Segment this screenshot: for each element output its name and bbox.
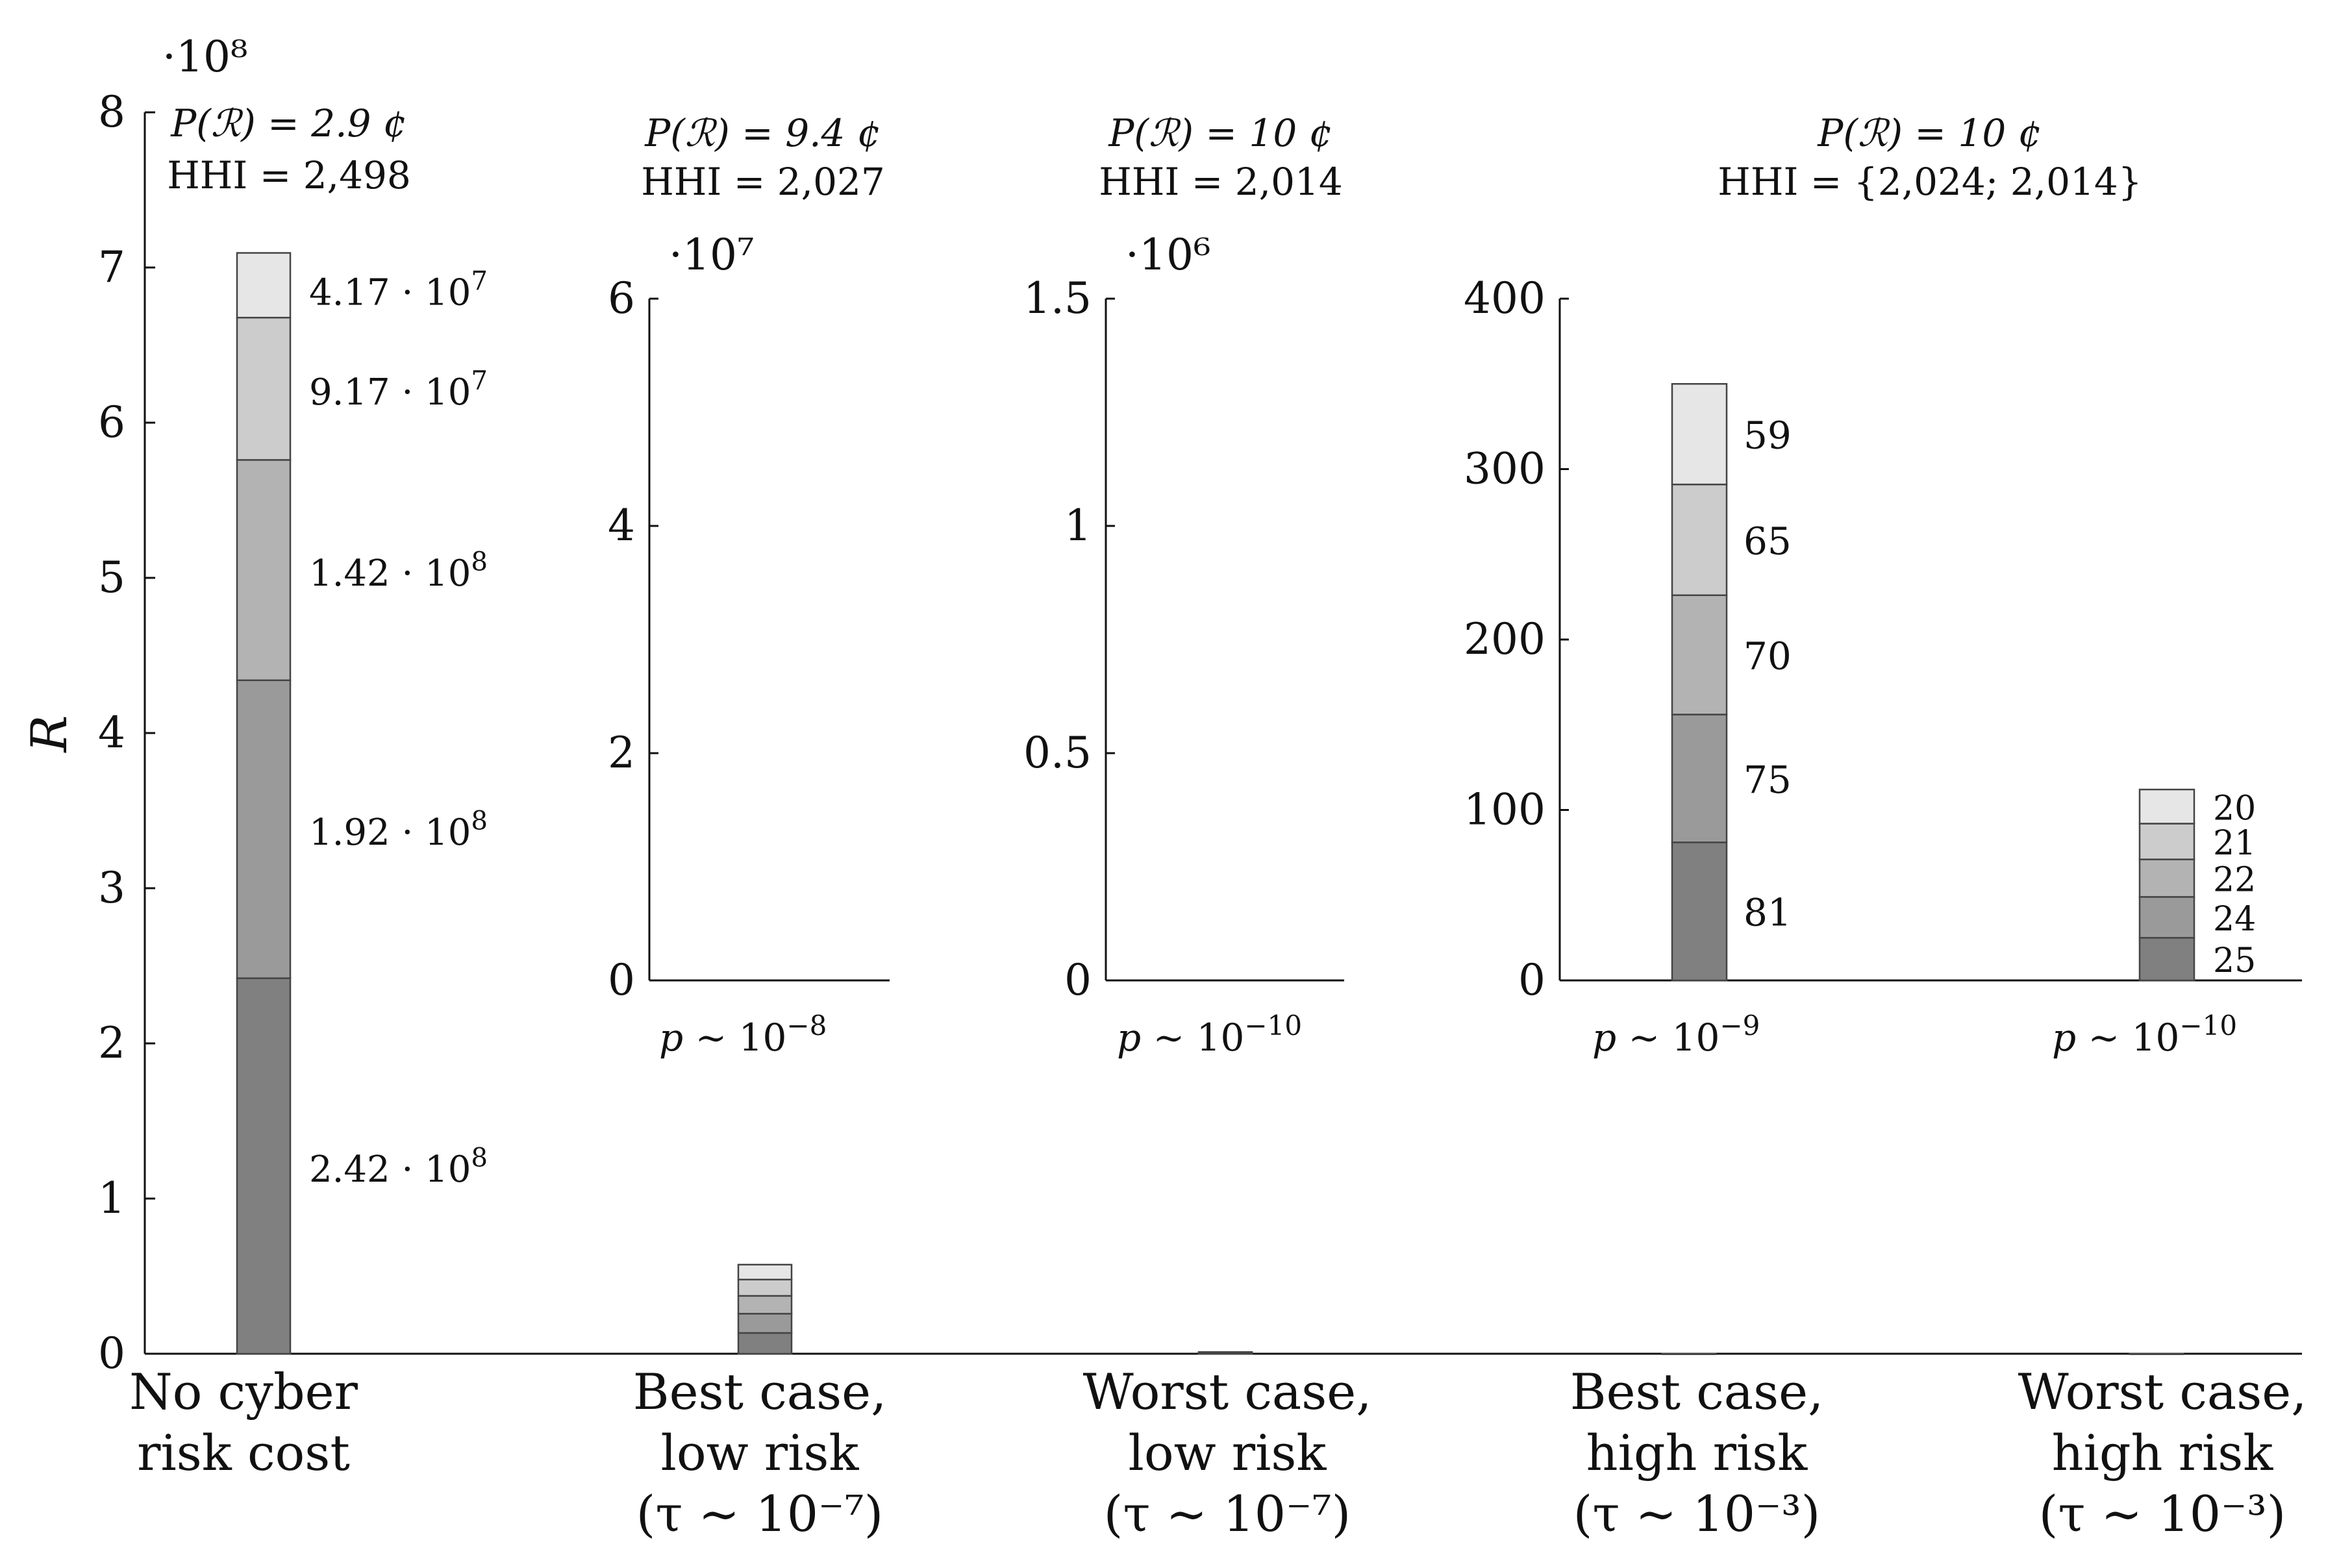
x-category-label: (τ ∼ 10⁻³) xyxy=(1573,1485,1821,1543)
main-bar-1-segment xyxy=(236,459,292,681)
main-segment-label: 4.17 · 107 xyxy=(309,266,488,314)
inset-1-y-tick-label: 6 xyxy=(608,273,635,323)
x-category-label: low risk xyxy=(661,1424,860,1482)
inset-1-y-tick-label: 0 xyxy=(608,955,635,1005)
x-category-label: (τ ∼ 10⁻⁷) xyxy=(636,1485,884,1543)
inset-3-annotation-hhi: HHI = {2,024; 2,014} xyxy=(1718,160,2142,204)
main-y-exponent: ·10⁸ xyxy=(162,32,247,82)
main-bar-1-segment xyxy=(236,977,292,1355)
x-category-label: risk cost xyxy=(137,1424,350,1482)
inset-3-y-tick-label: 400 xyxy=(1464,273,1545,323)
inset-3-bar-1-segment xyxy=(1671,594,1728,716)
main-y-tick-label: 0 xyxy=(98,1328,125,1378)
inset-1-x-label: p ∼ 10−8 xyxy=(659,1010,827,1060)
inset-3-bar-2-segment xyxy=(2138,788,2195,825)
inset-1-y-tick-label: 2 xyxy=(608,728,635,778)
x-category-label: (τ ∼ 10⁻⁷) xyxy=(1104,1485,1351,1543)
inset-1-y-tick-label: 4 xyxy=(608,501,635,551)
inset-3-y-tick-label: 0 xyxy=(1518,955,1545,1005)
inset-1-annotation-hhi: HHI = 2,027 xyxy=(641,160,885,204)
main-bar-1-segment xyxy=(236,252,292,319)
inset-3-bar-1-segment xyxy=(1671,483,1728,596)
inset-3-bar-1-segment xyxy=(1671,841,1728,982)
main-segment-label: 2.42 · 108 xyxy=(309,1142,488,1191)
x-category-label: Worst case, xyxy=(2018,1363,2307,1421)
inset-3-bar-2-segment xyxy=(2138,858,2195,898)
inset-3-bar-1-label: 59 xyxy=(1744,414,1792,458)
inset-3-x-label-1: p ∼ 10−9 xyxy=(1592,1010,1760,1060)
main-y-tick-label: 4 xyxy=(98,708,125,758)
main-bar-2-segment xyxy=(737,1332,793,1355)
inset-3-bar-2-label: 20 xyxy=(2213,789,2256,828)
main-y-tick-label: 8 xyxy=(98,87,125,137)
main-y-tick-label: 3 xyxy=(98,863,125,913)
inset-3-bar-1-label: 70 xyxy=(1744,634,1792,678)
inset-2-y-tick-label: 1.5 xyxy=(1023,273,1092,323)
inset-3-y-tick-label: 300 xyxy=(1464,444,1545,494)
y-axis-label: R xyxy=(20,715,78,753)
main-y-tick-label: 2 xyxy=(98,1018,125,1068)
main-y-tick-label: 7 xyxy=(98,242,125,292)
inset-3-bar-2-label: 25 xyxy=(2213,941,2256,980)
inset-2-annotation-hhi: HHI = 2,014 xyxy=(1099,160,1343,204)
inset-2-y-tick-label: 0 xyxy=(1064,955,1092,1005)
x-category-label: Best case, xyxy=(1570,1363,1824,1421)
inset-3-bar-2-segment xyxy=(2138,896,2195,939)
annotation-probability: P(ℛ) = 2.9 ¢ xyxy=(170,101,407,145)
x-category-label: Worst case, xyxy=(1083,1363,1372,1421)
inset-3-bar-1-segment xyxy=(1671,714,1728,843)
main-bar-2-segment xyxy=(737,1313,793,1334)
inset-2-y-tick-label: 1 xyxy=(1064,501,1092,551)
x-category-label: Best case, xyxy=(633,1363,887,1421)
x-category-label: high risk xyxy=(2052,1424,2274,1482)
inset-2-annotation-probability: P(ℛ) = 10 ¢ xyxy=(1108,111,1332,155)
inset-3-bar-2-segment xyxy=(2138,937,2195,982)
main-bar-2-segment xyxy=(737,1263,793,1281)
inset-3-bar-2-label: 22 xyxy=(2213,861,2256,900)
inset-3-bar-2-label: 21 xyxy=(2213,824,2256,863)
x-category-label: low risk xyxy=(1129,1424,1327,1482)
main-segment-label: 1.92 · 108 xyxy=(309,806,488,854)
inset-1-annotation-probability: P(ℛ) = 9.4 ¢ xyxy=(644,111,881,155)
main-segment-label: 9.17 · 107 xyxy=(309,365,488,414)
main-y-tick-label: 5 xyxy=(98,553,125,603)
x-category-label: (τ ∼ 10⁻³) xyxy=(2039,1485,2286,1543)
inset-3-bar-2-label: 24 xyxy=(2213,900,2256,939)
inset-3-bar-1-segment xyxy=(1671,383,1728,486)
inset-3-bar-1-label: 81 xyxy=(1744,891,1792,935)
main-bar-1-segment xyxy=(236,316,292,461)
annotation-hhi: HHI = 2,498 xyxy=(167,153,411,197)
main-bar-1-segment xyxy=(236,679,292,979)
inset-3-bar-1-label: 65 xyxy=(1744,519,1792,563)
x-category-label: No cyber xyxy=(129,1363,358,1421)
inset-3-annotation-probability: P(ℛ) = 10 ¢ xyxy=(1817,111,2042,155)
main-y-tick-label: 6 xyxy=(98,397,125,447)
inset-2-y-tick-label: 0.5 xyxy=(1023,728,1092,778)
x-category-label: high risk xyxy=(1586,1424,1808,1482)
inset-3-bar-2-segment xyxy=(2138,823,2195,860)
main-bar-2-segment xyxy=(737,1295,793,1315)
inset-3-x-label-2: p ∼ 10−10 xyxy=(2052,1010,2237,1060)
main-bar-2-segment xyxy=(737,1278,793,1297)
main-segment-label: 1.42 · 108 xyxy=(309,547,488,595)
inset-3-y-tick-label: 200 xyxy=(1464,614,1545,664)
main-y-tick-label: 1 xyxy=(98,1173,125,1223)
inset-3-y-tick-label: 100 xyxy=(1464,785,1545,835)
inset-1-y-exponent: ·10⁷ xyxy=(669,230,754,280)
inset-2-y-exponent: ·10⁶ xyxy=(1125,230,1210,280)
inset-2-x-label: p ∼ 10−10 xyxy=(1117,1010,1302,1060)
inset-3-bar-1-label: 75 xyxy=(1744,758,1792,802)
